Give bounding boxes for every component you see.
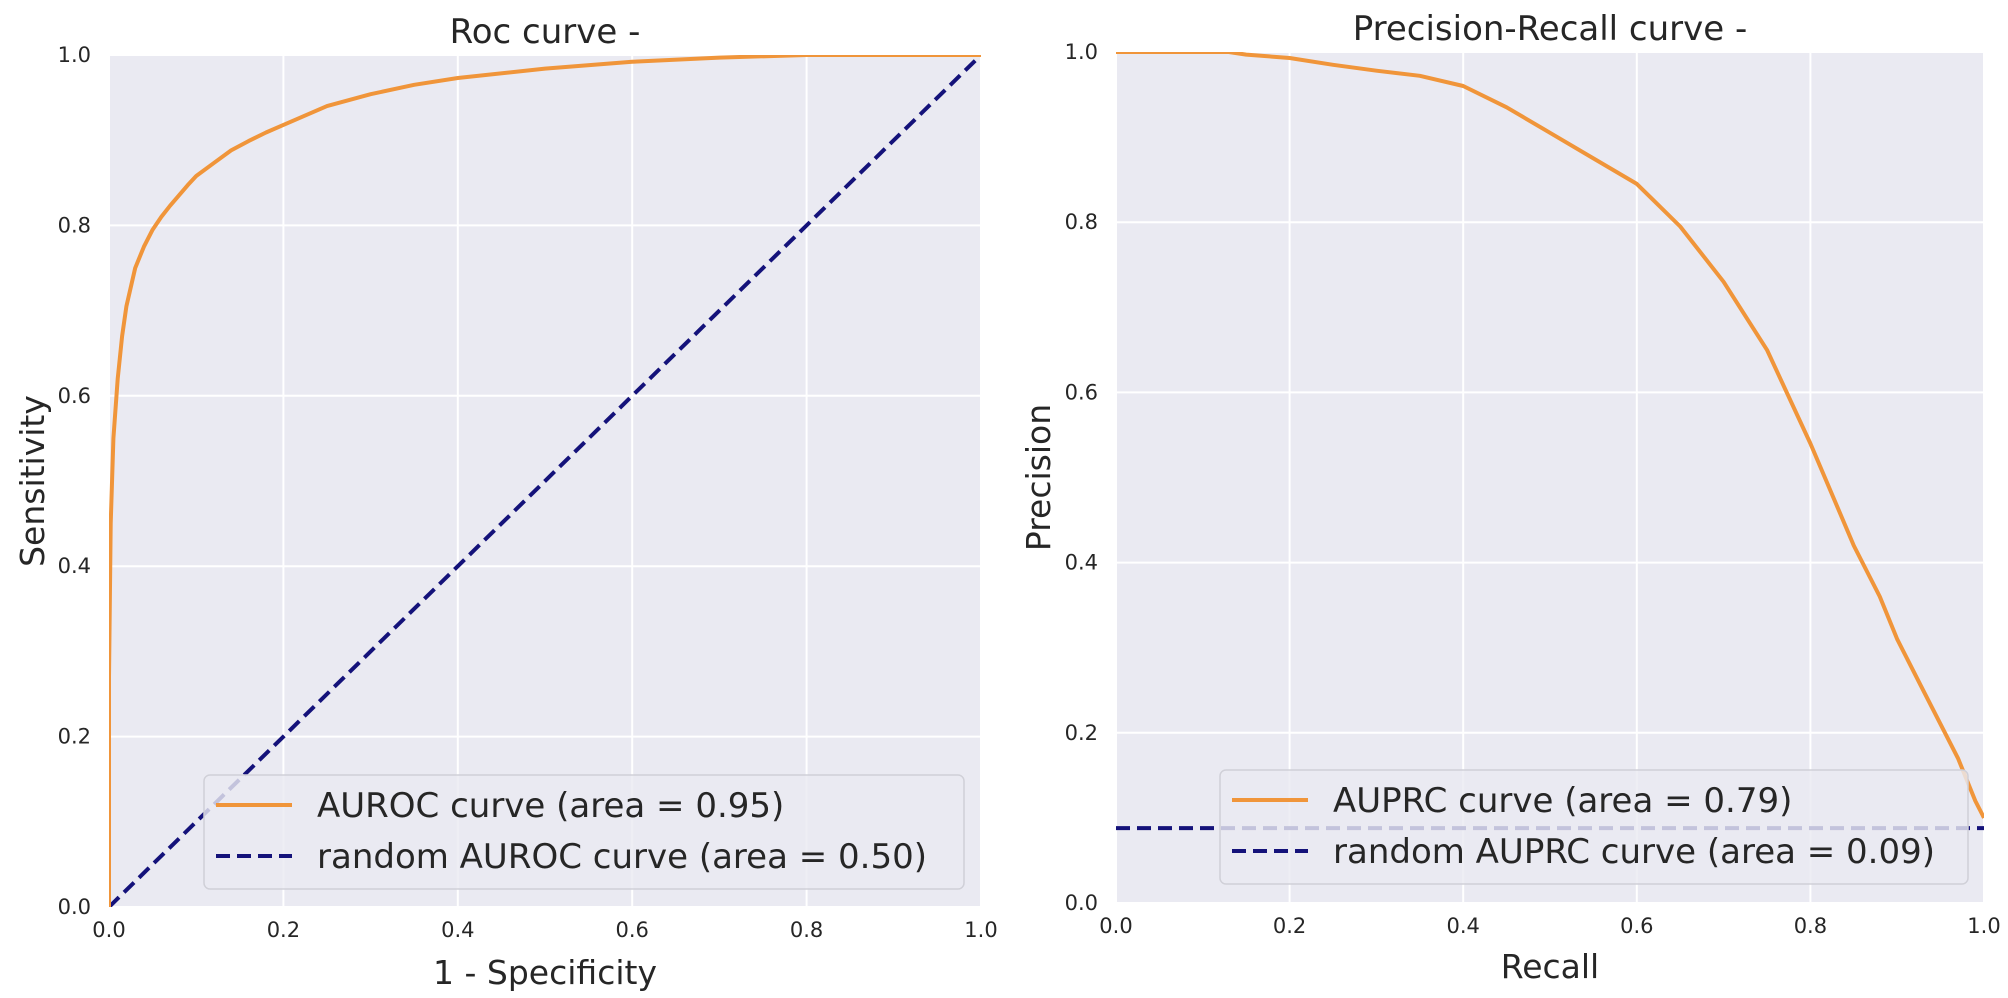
chart-title: Precision-Recall curve - (1353, 9, 1748, 49)
x-tick-label: 0.8 (790, 918, 823, 942)
legend-box (203, 774, 965, 890)
plot-area (1116, 52, 1984, 903)
y-tick-label: 0.0 (58, 895, 91, 919)
x-tick-label: 0.0 (92, 918, 125, 942)
legend-label: AUROC curve (area = 0.95) (317, 786, 784, 826)
series-line-model (1116, 52, 1984, 819)
x-tick-label: 0.2 (1273, 914, 1306, 938)
series-line-random (109, 55, 981, 907)
y-tick-label: 0.4 (58, 554, 91, 578)
y-tick-label: 0.6 (58, 384, 91, 408)
x-tick-label: 1.0 (1967, 914, 2000, 938)
y-axis-label: Precision (1019, 404, 1058, 551)
precision-recall-chart: 0.0 0.2 0.4 0.6 0.8 1.0 0.0 0.2 0.4 0.6 0.8 1.0 Prec… (1019, 9, 2001, 986)
x-tick-label: 0.6 (615, 918, 648, 942)
x-tick-label: 1.0 (964, 918, 997, 942)
x-tick-label: 0.4 (441, 918, 474, 942)
y-tick-label: 1.0 (58, 43, 91, 67)
x-tick-label: 0.2 (267, 918, 300, 942)
y-tick-label: 0.2 (58, 725, 91, 749)
legend-label: AUPRC curve (area = 0.79) (1333, 781, 1792, 821)
y-tick-label: 0.8 (58, 213, 91, 237)
legend-label: random AUPRC curve (area = 0.09) (1333, 832, 1935, 872)
x-axis-label: 1 - Specificity (433, 953, 657, 992)
legend-box (1219, 769, 1969, 885)
y-tick-label: 0.0 (1065, 891, 1098, 915)
x-tick-label: 0.6 (1620, 914, 1653, 938)
legend: AUPRC curve (area = 0.79) random AUPRC cu… (1219, 769, 1969, 885)
y-tick-label: 0.6 (1065, 380, 1098, 404)
y-tick-label: 1.0 (1065, 40, 1098, 64)
x-tick-label: 0.0 (1099, 914, 1132, 938)
x-axis-label: Recall (1501, 947, 1599, 986)
y-axis-label: Sensitivity (13, 395, 52, 567)
y-tick-label: 0.8 (1065, 210, 1098, 234)
y-tick-label: 0.2 (1065, 721, 1098, 745)
roc-chart: 0.0 0.2 0.4 0.6 0.8 1.0 0.0 0.2 0.4 0.6 0.8 1.0 Roc … (13, 12, 998, 992)
legend-label: random AUROC curve (area = 0.50) (317, 837, 927, 877)
y-tick-label: 0.4 (1065, 551, 1098, 575)
series-line-model (109, 55, 981, 907)
x-tick-label: 0.4 (1446, 914, 1479, 938)
legend: AUROC curve (area = 0.95) random AUROC cu… (203, 774, 965, 890)
chart-title: Roc curve - (450, 12, 641, 52)
x-tick-label: 0.8 (1794, 914, 1827, 938)
